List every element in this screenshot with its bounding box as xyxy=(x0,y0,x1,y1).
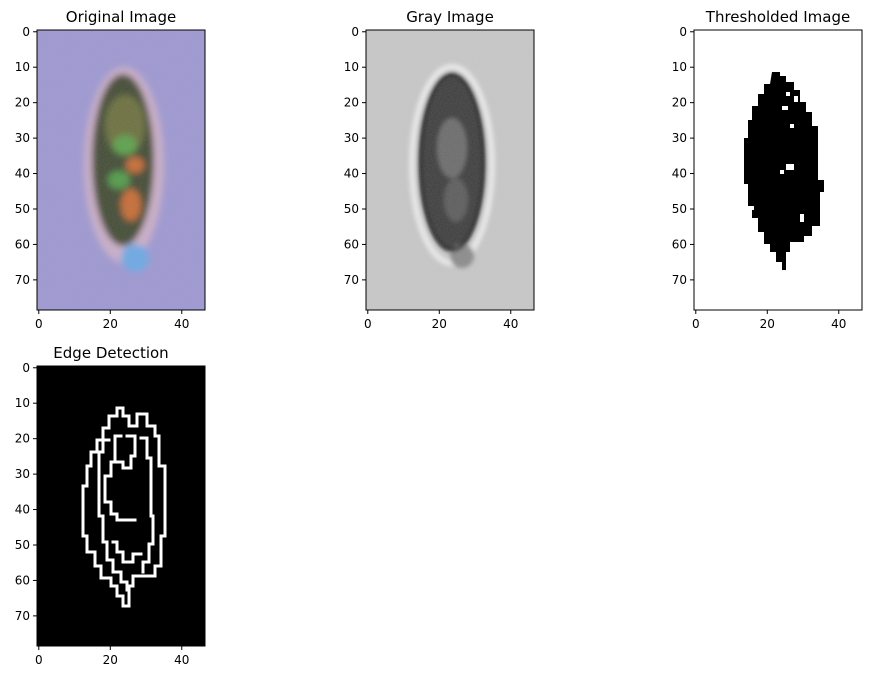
axes-frame xyxy=(36,29,206,311)
y-tick-label: 0 xyxy=(351,25,359,39)
y-tick-label: 60 xyxy=(672,237,687,251)
axes-frame xyxy=(693,29,863,311)
x-tick-label: 20 xyxy=(103,317,118,331)
threshold-hole xyxy=(780,170,784,174)
y-tick-label: 0 xyxy=(679,25,687,39)
x-tick-label: 0 xyxy=(35,317,43,331)
threshold-hole xyxy=(750,206,754,210)
panel-title: Gray Image xyxy=(406,8,494,26)
x-tick-label: 40 xyxy=(174,653,189,667)
y-tick-label: 20 xyxy=(15,96,30,110)
panel-edges: Edge Detection 0 20 40 0 10 20 30 40 50 60 70 xyxy=(15,344,206,667)
edge-inner-bottom xyxy=(111,540,143,564)
y-tick-label: 70 xyxy=(15,609,30,623)
y-tick-label: 40 xyxy=(15,503,30,517)
panel-thresholded: Thresholded Image 0 20 40 0 10 20 30 40 50 60 70 xyxy=(672,8,863,331)
y-tick-label: 60 xyxy=(15,573,30,587)
image-background xyxy=(37,366,205,646)
panel-original: Original Image 0 20 40 0 10 20 30 40 50 60 70 xyxy=(15,8,206,331)
panel-title: Edge Detection xyxy=(53,344,168,362)
edge-outer xyxy=(81,406,167,608)
edge-inner-left xyxy=(97,438,129,592)
y-tick-label: 70 xyxy=(15,273,30,287)
image-noise xyxy=(37,30,205,310)
y-tick-label: 50 xyxy=(15,202,30,216)
threshold-hole xyxy=(786,92,790,96)
threshold-hole xyxy=(800,214,804,222)
y-tick-label: 30 xyxy=(672,131,687,145)
x-tick-label: 0 xyxy=(35,653,43,667)
gray-image xyxy=(366,30,534,310)
y-tick-label: 40 xyxy=(672,167,687,181)
y-tick-label: 30 xyxy=(15,467,30,481)
y-tick-label: 60 xyxy=(344,237,359,251)
y-tick-label: 40 xyxy=(344,167,359,181)
thresholded-image xyxy=(694,30,862,310)
original-image xyxy=(37,30,205,310)
y-tick-label: 70 xyxy=(344,273,359,287)
y-tick-label: 10 xyxy=(672,60,687,74)
y-tick-label: 50 xyxy=(15,538,30,552)
y-tick-label: 50 xyxy=(672,202,687,216)
y-tick-label: 40 xyxy=(15,167,30,181)
y-tick-label: 30 xyxy=(344,131,359,145)
edge-inner-loop xyxy=(103,434,137,522)
y-tick-label: 70 xyxy=(672,273,687,287)
y-tick-label: 60 xyxy=(15,237,30,251)
y-tick-label: 0 xyxy=(22,25,30,39)
y-tick-label: 0 xyxy=(22,361,30,375)
x-tick-label: 20 xyxy=(760,317,775,331)
threshold-hole xyxy=(790,124,794,128)
axes-frame xyxy=(365,29,535,311)
y-tick-label: 10 xyxy=(344,60,359,74)
x-tick-label: 0 xyxy=(364,317,372,331)
y-tick-label: 10 xyxy=(15,60,30,74)
x-tick-label: 40 xyxy=(831,317,846,331)
panel-title: Original Image xyxy=(66,8,176,26)
panel-gray: Gray Image 0 20 40 0 10 20 30 40 50 60 70 xyxy=(344,8,535,331)
y-tick-label: 10 xyxy=(15,396,30,410)
y-tick-label: 20 xyxy=(15,432,30,446)
edges-image xyxy=(37,366,205,646)
panel-title: Thresholded Image xyxy=(705,8,850,26)
y-tick-label: 50 xyxy=(344,202,359,216)
image-noise xyxy=(366,30,534,310)
threshold-hole xyxy=(786,164,794,170)
x-tick-label: 40 xyxy=(503,317,518,331)
x-tick-label: 20 xyxy=(432,317,447,331)
y-tick-label: 20 xyxy=(672,96,687,110)
y-tick-label: 20 xyxy=(344,96,359,110)
x-tick-label: 0 xyxy=(692,317,700,331)
threshold-hole xyxy=(794,96,798,102)
edge-inner-right xyxy=(139,436,155,574)
y-tick-label: 30 xyxy=(15,131,30,145)
threshold-hole xyxy=(782,106,788,110)
x-tick-label: 40 xyxy=(174,317,189,331)
axes-frame xyxy=(36,365,206,647)
x-tick-label: 20 xyxy=(103,653,118,667)
